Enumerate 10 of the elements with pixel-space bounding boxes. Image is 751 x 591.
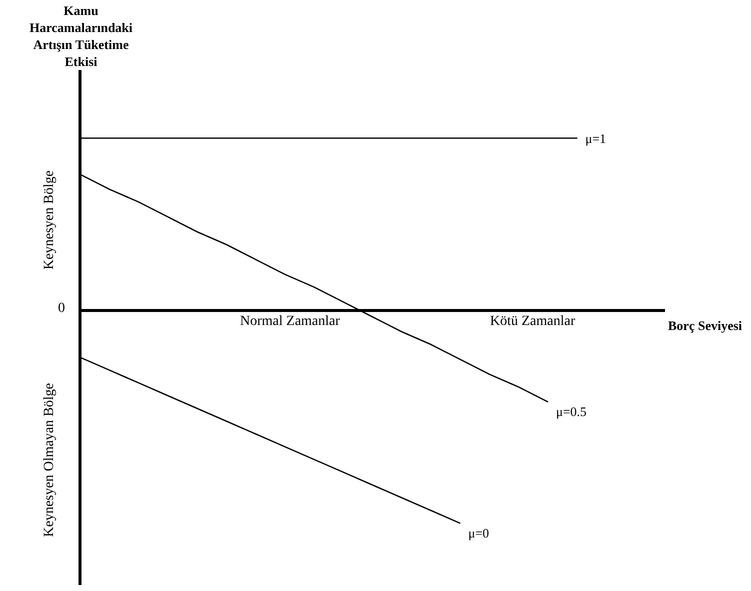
- annotation: Normal Zamanlar: [240, 314, 340, 330]
- x-axis-title: Borç Seviyesi: [668, 318, 742, 334]
- text: Keynesyen Olmayan Bölge: [42, 383, 58, 537]
- annotation: Kötü Zamanlar: [490, 314, 576, 330]
- series-label: μ=1: [585, 131, 606, 146]
- text: Keynesyen Bölge: [42, 170, 58, 270]
- text: 0: [58, 301, 65, 318]
- chart-title: Kamu Harcamalarındaki Artışın Tüketime Etkisi: [28, 2, 134, 70]
- series-label: μ=0: [468, 525, 490, 540]
- series-label: μ=0.5: [556, 404, 587, 419]
